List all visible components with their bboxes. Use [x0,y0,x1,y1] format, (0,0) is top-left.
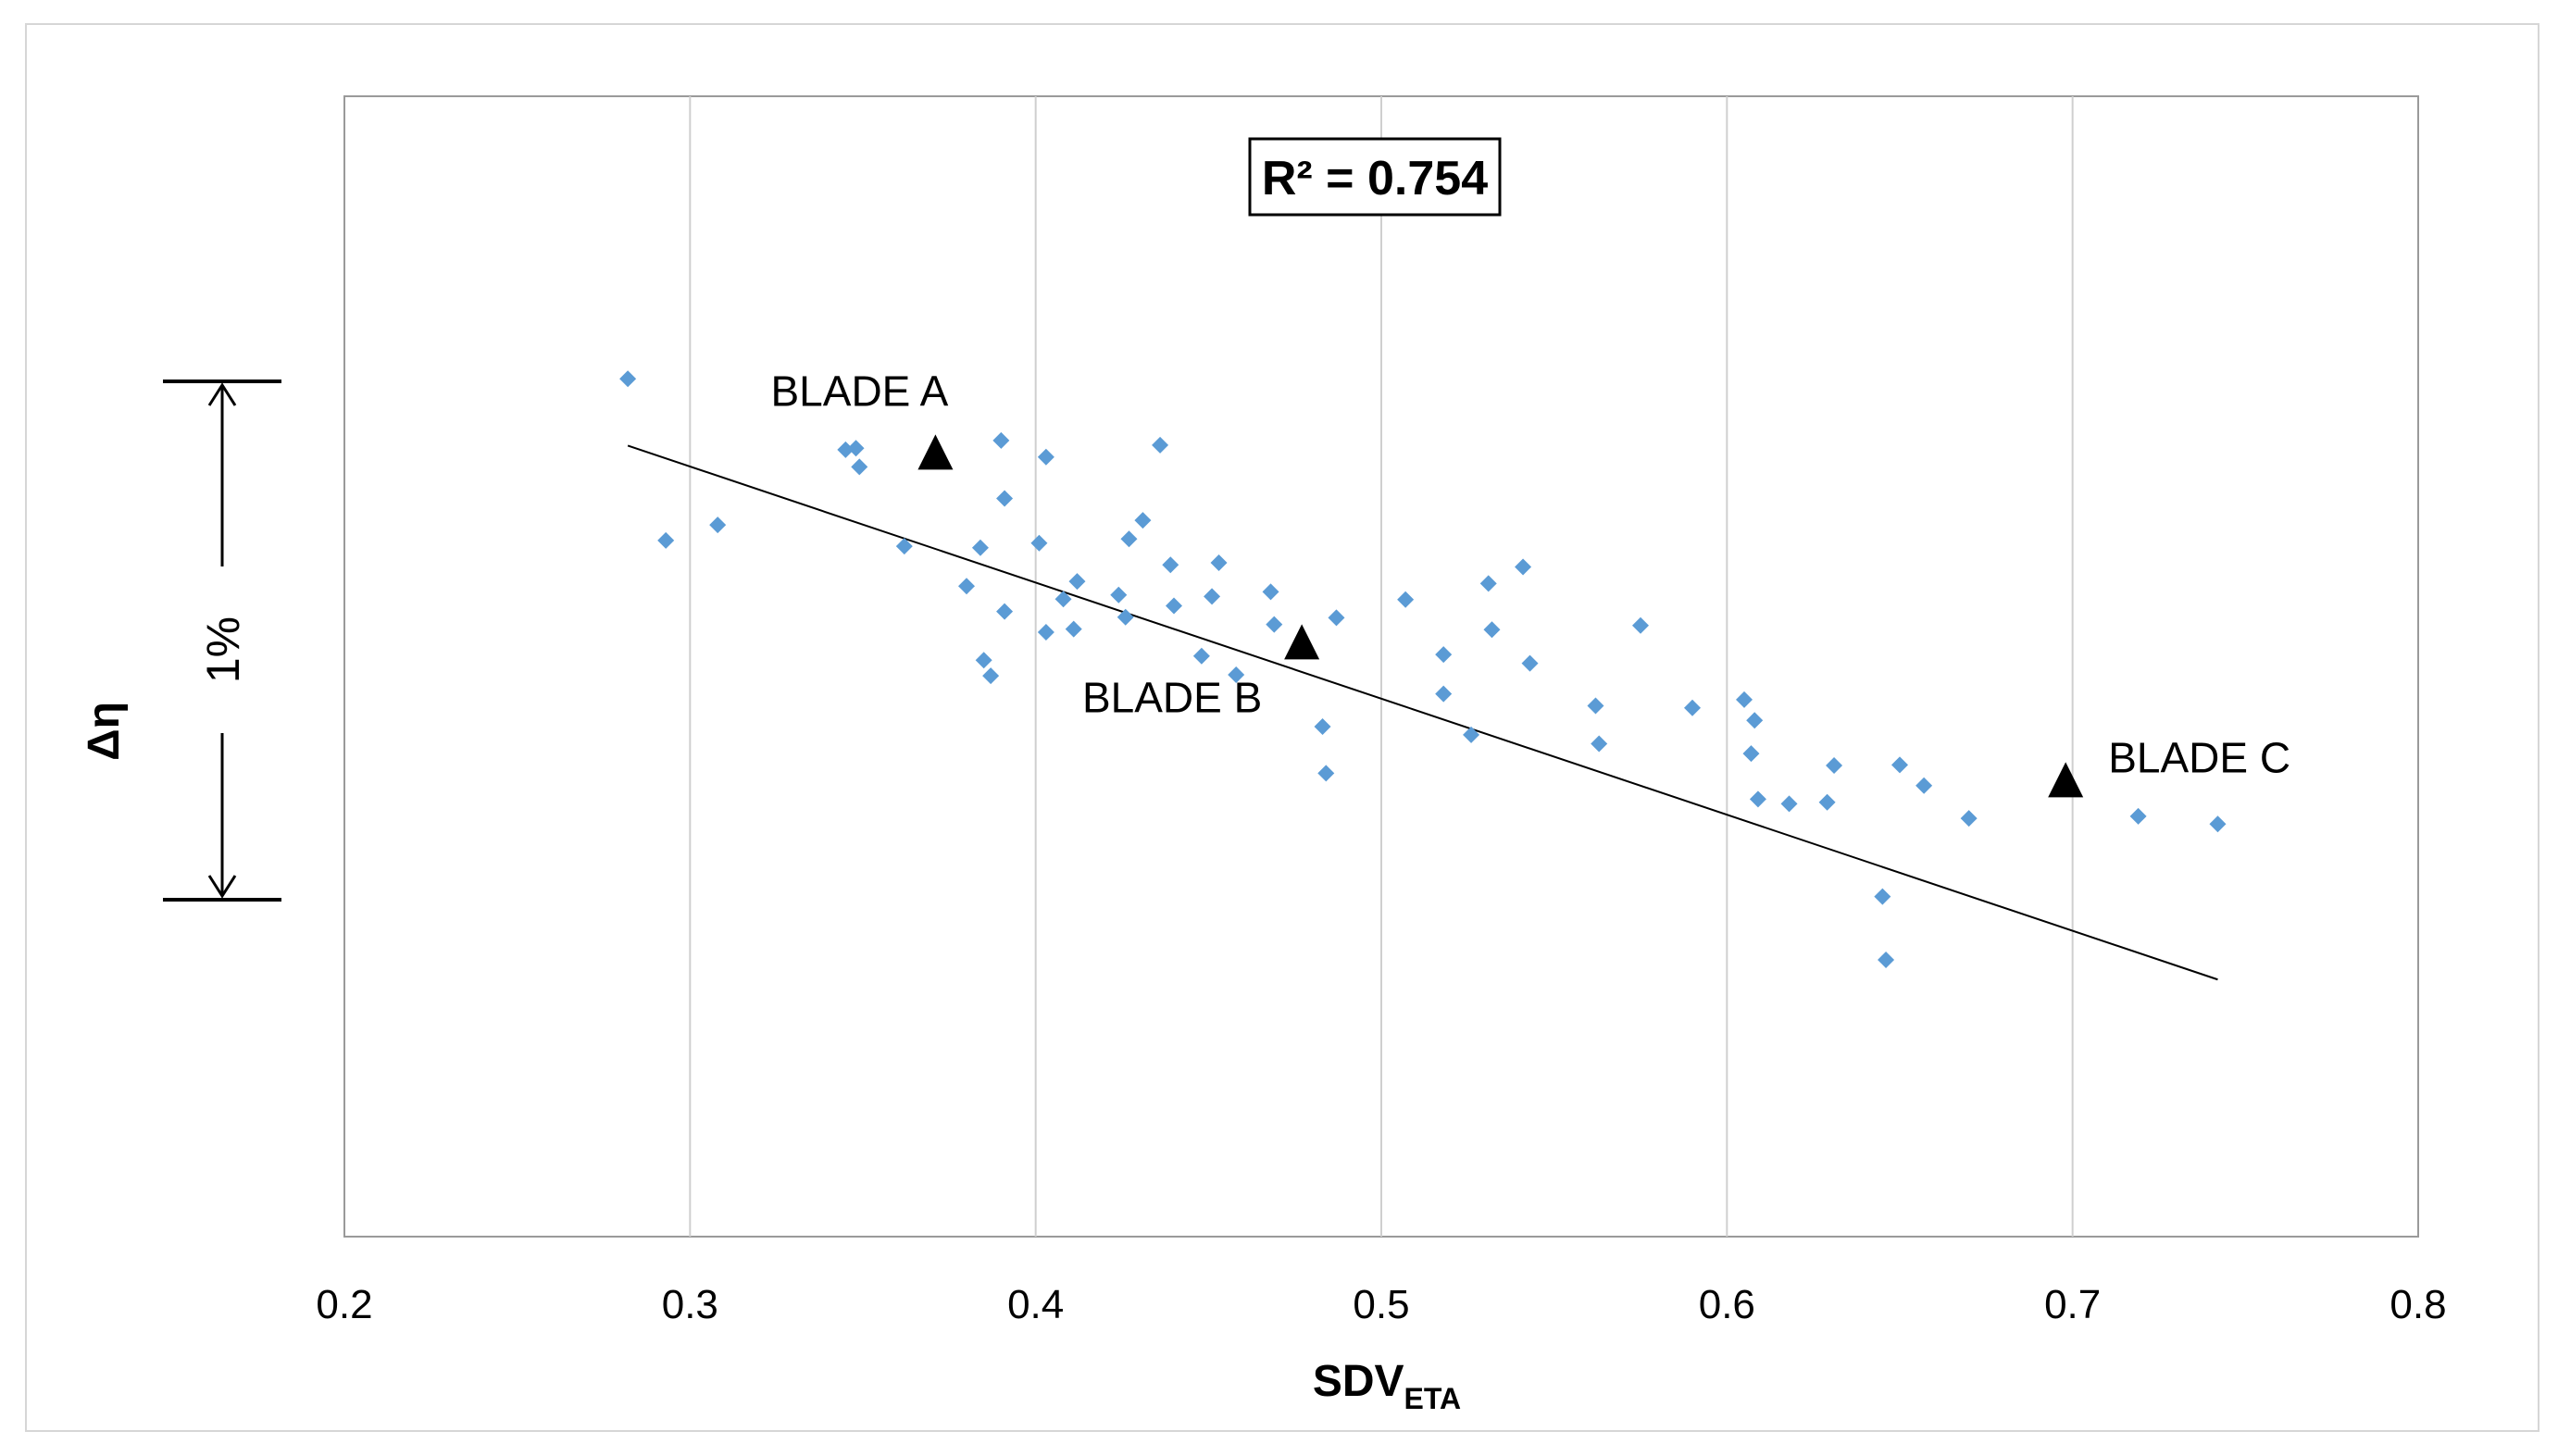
x-axis-title-main: SDV [1313,1357,1404,1406]
data-point [1162,556,1179,574]
data-point [1591,735,1608,753]
data-point [1521,654,1539,672]
gridlines [689,96,2074,1237]
data-points [619,370,2227,968]
data-point [1037,624,1054,641]
trendline-group [627,444,2218,981]
data-point [1065,620,1082,638]
scale-bar-up-arrow [207,382,237,406]
data-point [1874,888,1891,905]
data-point [1228,666,1245,683]
data-point [1204,588,1221,605]
x-tick-label: 0.5 [1353,1282,1409,1327]
data-point [1054,591,1072,608]
data-point [1891,756,1908,774]
data-point [1742,745,1760,763]
data-point [1780,795,1798,813]
x-tick-label: 0.8 [2390,1282,2446,1327]
x-tick-label: 0.7 [2044,1282,2101,1327]
data-point [1587,697,1604,715]
x-tick-label: 0.6 [1699,1282,1755,1327]
data-point [1818,793,1836,811]
data-point [1632,616,1649,634]
r2-box [1248,137,1502,217]
data-point [657,531,675,549]
trendline [627,444,2218,981]
blade-marker [1284,624,1320,660]
data-point [1314,717,1331,735]
data-point [1878,951,1895,968]
data-point [1030,534,1048,552]
x-axis-title-subscript: ETA [1404,1382,1462,1415]
x-tick-label: 0.2 [316,1282,372,1327]
blade-label: BLADE B [1082,673,1262,721]
data-point [996,490,1014,507]
data-point [971,539,989,556]
x-tick-label: 0.3 [662,1282,718,1327]
blade-label: BLADE A [771,367,949,415]
data-point [1736,691,1753,708]
scale-bar: 1% [163,380,281,902]
blade-marker [2048,762,2084,798]
data-point [1746,712,1764,729]
data-point [2129,807,2147,825]
x-axis-ticks: 0.2 0.3 0.4 0.5 0.6 0.7 0.8 [316,1282,2446,1327]
data-point [1210,554,1228,571]
data-point [1684,699,1701,716]
data-point [1328,609,1345,627]
data-point [1262,583,1279,601]
data-point [895,538,913,555]
data-point [992,431,1010,449]
data-point [1463,726,1480,743]
data-point [1515,558,1532,576]
data-point [1166,597,1182,615]
y-axis-title: Δη [80,702,129,761]
data-point [847,440,865,457]
data-point [1068,573,1086,591]
data-point [1483,621,1501,639]
data-point [851,458,868,476]
data-point [1826,756,1843,774]
blade-label: BLADE C [2108,733,2290,781]
blade-markers: BLADE A BLADE B BLADE C [771,367,2290,798]
data-point [1435,646,1453,664]
scale-bar-label: 1% [197,616,249,683]
data-point [1120,530,1138,548]
x-tick-label: 0.4 [1007,1282,1064,1327]
blade-marker [917,434,954,470]
scale-bar-down-arrow [207,875,237,899]
data-point [975,652,992,669]
data-point [1134,512,1152,529]
data-point [1960,810,1978,828]
data-point [1397,591,1415,608]
data-point [982,667,1000,685]
data-point [1192,647,1210,665]
data-point [1152,436,1169,454]
r2-annotation: R² = 0.754 [1262,152,1488,205]
data-point [837,441,855,458]
x-axis-title: SDVETA [1313,1357,1461,1415]
data-point [1435,685,1453,703]
data-point [619,370,637,388]
data-point [958,578,975,595]
data-point [1266,616,1283,633]
data-point [1317,765,1335,782]
data-point [1037,448,1054,466]
data-point [709,516,727,534]
data-point [996,603,1014,620]
data-point [2209,815,2227,833]
data-point [1479,575,1497,592]
data-point [1749,790,1766,808]
data-point [1110,586,1128,604]
data-point [1915,777,1933,794]
data-point [1117,608,1134,626]
